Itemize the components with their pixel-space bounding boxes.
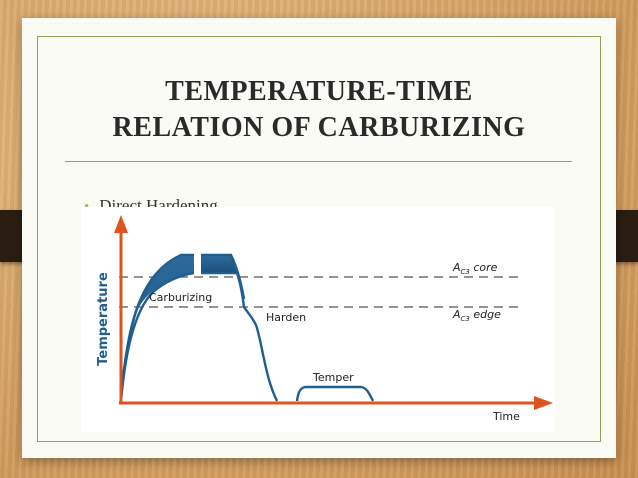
title-line-2: RELATION OF CARBURIZING — [112, 112, 526, 143]
y-axis-label: Temperature — [96, 272, 111, 366]
harden-label: Harden — [266, 311, 306, 324]
title-line-1: TEMPERATURE-TIME — [165, 76, 473, 107]
slide-title: TEMPERATURE-TIME RELATION OF CARBURIZING — [22, 74, 616, 146]
y-axis-arrow — [114, 215, 128, 233]
temper-curve — [295, 385, 375, 402]
slide: TEMPERATURE-TIME RELATION OF CARBURIZING… — [22, 18, 616, 458]
ac3-edge-label: AC3 edge — [452, 308, 501, 323]
carburizing-band — [121, 255, 194, 401]
diagram-svg: Temperature Time Carburizing Harden Temp… — [96, 215, 553, 423]
carburizing-label: Carburizing — [149, 291, 212, 304]
temperature-curve-lower — [119, 271, 279, 402]
slide-border — [37, 36, 601, 442]
carburizing-band-right — [201, 255, 237, 273]
x-axis-arrow — [534, 396, 553, 410]
title-divider — [65, 161, 572, 162]
x-axis-label: Time — [492, 410, 520, 423]
ac3-core-label: AC3 core — [452, 261, 498, 276]
temperature-time-diagram: Temperature Time Carburizing Harden Temp… — [81, 207, 555, 432]
temper-label: Temper — [312, 371, 354, 384]
